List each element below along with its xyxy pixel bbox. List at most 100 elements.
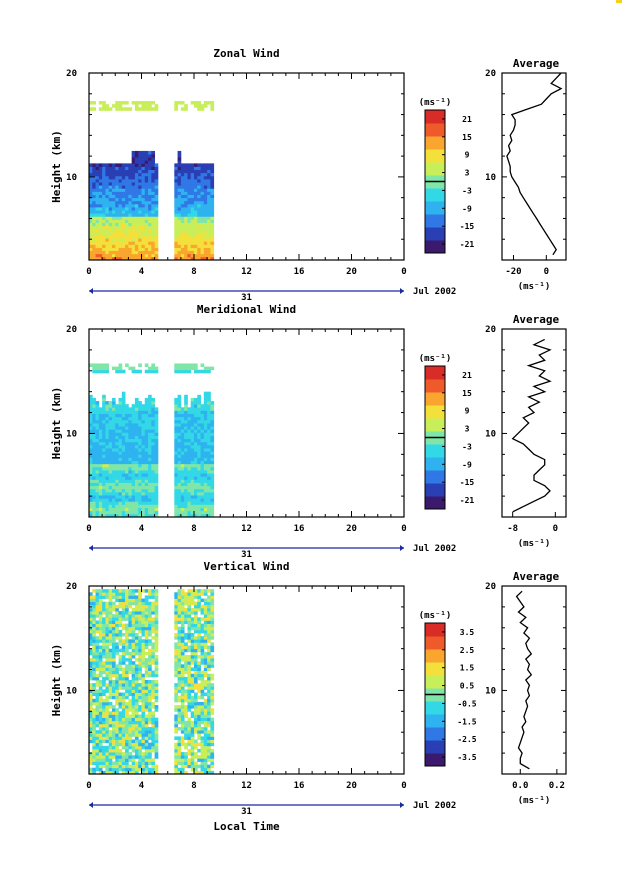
heatmap-cell	[118, 200, 123, 205]
heatmap-cell	[138, 194, 142, 199]
heatmap-cell	[138, 413, 142, 418]
heatmap-cell	[177, 767, 182, 772]
heatmap-cell	[141, 680, 146, 684]
heatmap-cell	[115, 463, 119, 468]
heatmap-cell	[105, 182, 110, 186]
heatmap-cell	[151, 673, 156, 678]
heatmap-cell	[197, 175, 201, 180]
heatmap-cell	[121, 654, 126, 659]
heatmap-cell	[207, 755, 211, 759]
heatmap-cell	[131, 463, 136, 468]
heatmap-cell	[141, 692, 146, 697]
heatmap-cell	[177, 755, 182, 759]
heatmap-cell	[187, 451, 192, 455]
heatmap-cell	[144, 626, 149, 631]
heatmap-cell	[180, 758, 185, 762]
heatmap-cell	[89, 698, 93, 703]
heatmap-cell	[207, 444, 211, 449]
heatmap-cell	[105, 169, 110, 174]
heatmap-cell	[200, 163, 205, 167]
heatmap-cell	[138, 661, 142, 665]
heatmap-cell	[154, 611, 159, 615]
heatmap-cell	[197, 626, 201, 631]
heatmap-cell	[92, 595, 96, 599]
heatmap-cell	[151, 470, 156, 474]
heatmap-cell	[210, 501, 215, 505]
heatmap-cell	[125, 241, 129, 245]
x-tick-label: 20	[346, 524, 357, 534]
heatmap-cell	[203, 761, 208, 765]
heatmap-cell	[95, 250, 100, 255]
heatmap-cell	[128, 642, 133, 646]
heatmap-cell	[184, 698, 188, 703]
heatmap-cell	[197, 213, 201, 217]
heatmap-cell	[95, 401, 100, 405]
heatmap-cell	[89, 614, 93, 618]
heatmap-cell	[92, 404, 96, 408]
heatmap-cell	[151, 160, 156, 164]
heatmap-cell	[121, 407, 126, 411]
colorbar-segment	[425, 114, 445, 120]
heatmap-cell	[95, 664, 100, 668]
heatmap-cell	[174, 767, 178, 772]
heatmap-cell	[89, 727, 93, 731]
heatmap-cell	[200, 651, 205, 656]
heatmap-cell	[197, 104, 201, 108]
heatmap-cell	[187, 727, 192, 731]
heatmap-cell	[98, 736, 103, 740]
heatmap-cell	[144, 670, 149, 675]
heatmap-cell	[203, 235, 208, 239]
heatmap-cell	[203, 197, 208, 202]
heatmap-cell	[180, 485, 185, 490]
heatmap-cell	[128, 510, 133, 515]
heatmap-cell	[102, 460, 106, 465]
heatmap-cell	[203, 413, 208, 418]
heatmap-cell	[207, 598, 211, 603]
heatmap-cell	[194, 451, 198, 455]
heatmap-cell	[180, 686, 185, 690]
heatmap-cell	[151, 642, 156, 646]
heatmap-cell	[203, 228, 208, 233]
heatmap-cell	[111, 182, 116, 186]
heatmap-cell	[207, 758, 211, 762]
heatmap-cell	[138, 479, 142, 483]
heatmap-cell	[118, 479, 123, 483]
heatmap-cell	[121, 755, 126, 759]
heatmap-cell	[138, 705, 142, 709]
heatmap-cell	[151, 423, 156, 427]
heatmap-cell	[200, 419, 205, 424]
heatmap-cell	[138, 188, 142, 192]
heatmap-cell	[200, 510, 205, 515]
heatmap-cell	[118, 510, 123, 515]
heatmap-cell	[144, 448, 149, 452]
heatmap-cell	[98, 476, 103, 480]
heatmap-cell	[141, 639, 146, 643]
heatmap-cell	[184, 448, 188, 452]
heatmap-cell	[187, 413, 192, 418]
heatmap-cell	[131, 692, 136, 697]
heatmap-cell	[190, 397, 195, 402]
heatmap-cell	[131, 154, 136, 158]
heatmap-cell	[138, 654, 142, 659]
heatmap-cell	[141, 101, 146, 105]
heatmap-cell	[98, 658, 103, 662]
heatmap-cell	[138, 617, 142, 621]
heatmap-cell	[174, 457, 178, 461]
heatmap-cell	[174, 745, 178, 750]
heatmap-cell	[121, 482, 126, 487]
heatmap-cell	[187, 645, 192, 650]
heatmap-cell	[180, 166, 185, 171]
heatmap-cell	[121, 163, 126, 167]
heatmap-cell	[187, 454, 192, 458]
heatmap-cell	[108, 748, 113, 753]
heatmap-cell	[197, 645, 201, 650]
heatmap-cell	[190, 454, 195, 458]
heatmap-cell	[134, 157, 139, 161]
heatmap-cell	[138, 507, 142, 512]
heatmap-cell	[89, 758, 93, 762]
heatmap-cell	[121, 473, 126, 477]
heatmap-cell	[210, 466, 215, 471]
heatmap-cell	[121, 416, 126, 421]
heatmap-cell	[138, 683, 142, 687]
heatmap-cell	[207, 225, 211, 230]
